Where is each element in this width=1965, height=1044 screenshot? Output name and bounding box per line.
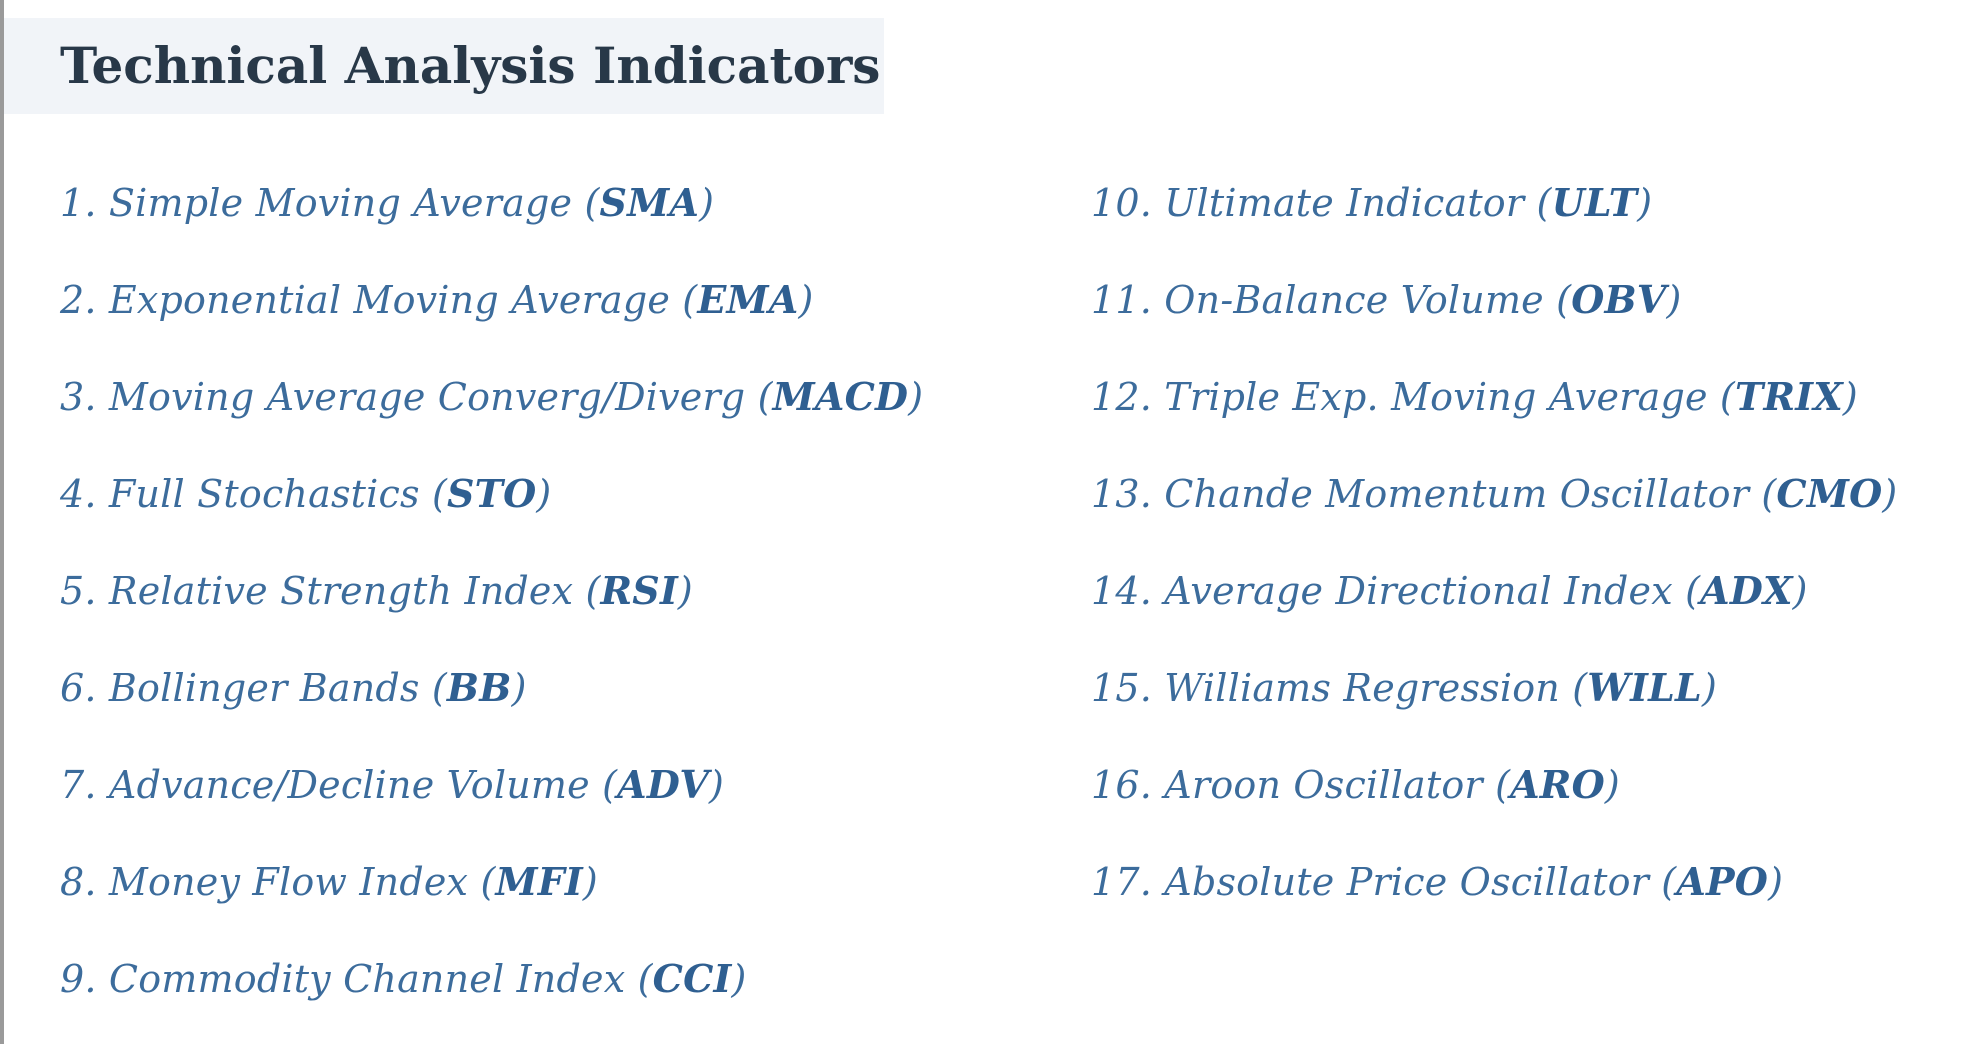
indicator-item: 7. Advance/Decline Volume (ADV) xyxy=(60,752,923,849)
indicator-name: 2. Exponential Moving Average ( xyxy=(60,278,698,322)
indicator-item: 9. Commodity Channel Index (CCI) xyxy=(60,946,923,1043)
indicator-name: 8. Money Flow Index ( xyxy=(60,860,496,904)
indicator-item: 3. Moving Average Converg/Diverg (MACD) xyxy=(60,364,923,461)
indicator-close: ) xyxy=(908,375,924,419)
indicator-name: 10. Ultimate Indicator ( xyxy=(1091,181,1552,225)
indicator-abbreviation: BB xyxy=(446,665,512,710)
indicator-item: 10. Ultimate Indicator (ULT) xyxy=(1091,170,1897,267)
indicator-close: ) xyxy=(699,181,715,225)
indicator-list-left: 1. Simple Moving Average (SMA) 2. Expone… xyxy=(60,170,923,1043)
indicator-close: ) xyxy=(1637,181,1653,225)
indicator-name: 9. Commodity Channel Index ( xyxy=(60,957,653,1001)
indicator-abbreviation: CCI xyxy=(652,956,732,1001)
indicator-abbreviation: MACD xyxy=(772,374,909,419)
indicator-abbreviation: ULT xyxy=(1551,180,1638,225)
indicator-abbreviation: ADV xyxy=(617,762,710,807)
indicator-close: ) xyxy=(709,763,725,807)
indicator-item: 8. Money Flow Index (MFI) xyxy=(60,849,923,946)
indicator-close: ) xyxy=(1768,860,1784,904)
indicator-name: 4. Full Stochastics ( xyxy=(60,472,447,516)
indicator-name: 13. Chande Momentum Oscillator ( xyxy=(1091,472,1777,516)
indicator-abbreviation: OBV xyxy=(1571,277,1667,322)
indicator-item: 14. Average Directional Index (ADX) xyxy=(1091,558,1897,655)
page-title: Technical Analysis Indicators xyxy=(60,36,881,95)
indicator-close: ) xyxy=(582,860,598,904)
indicator-item: 16. Aroon Oscillator (ARO) xyxy=(1091,752,1897,849)
indicator-abbreviation: STO xyxy=(446,471,537,516)
indicator-name: 17. Absolute Price Oscillator ( xyxy=(1091,860,1677,904)
indicator-abbreviation: WILL xyxy=(1587,665,1702,710)
indicator-item: 2. Exponential Moving Average (EMA) xyxy=(60,267,923,364)
indicator-item: 13. Chande Momentum Oscillator (CMO) xyxy=(1091,461,1897,558)
indicator-item: 5. Relative Strength Index (RSI) xyxy=(60,558,923,655)
indicator-name: 3. Moving Average Converg/Diverg ( xyxy=(60,375,773,419)
indicator-abbreviation: APO xyxy=(1676,859,1769,904)
indicator-name: 11. On-Balance Volume ( xyxy=(1091,278,1572,322)
indicator-name: 5. Relative Strength Index ( xyxy=(60,569,601,613)
indicator-list-right: 10. Ultimate Indicator (ULT) 11. On-Bala… xyxy=(1091,170,1897,946)
indicator-close: ) xyxy=(1604,763,1620,807)
indicator-item: 11. On-Balance Volume (OBV) xyxy=(1091,267,1897,364)
indicator-item: 6. Bollinger Bands (BB) xyxy=(60,655,923,752)
indicator-name: 7. Advance/Decline Volume ( xyxy=(60,763,618,807)
indicator-close: ) xyxy=(677,569,693,613)
title-band xyxy=(4,18,884,114)
indicator-name: 6. Bollinger Bands ( xyxy=(60,666,447,710)
indicator-close: ) xyxy=(731,957,747,1001)
left-border xyxy=(0,0,4,1044)
indicator-abbreviation: ADX xyxy=(1700,568,1793,613)
indicator-close: ) xyxy=(536,472,552,516)
indicator-close: ) xyxy=(798,278,814,322)
indicator-abbreviation: CMO xyxy=(1776,471,1883,516)
indicator-abbreviation: EMA xyxy=(697,277,799,322)
indicator-close: ) xyxy=(1701,666,1718,710)
indicator-abbreviation: SMA xyxy=(599,180,700,225)
indicator-abbreviation: MFI xyxy=(495,859,583,904)
indicator-item: 1. Simple Moving Average (SMA) xyxy=(60,170,923,267)
indicator-abbreviation: TRIX xyxy=(1734,374,1843,419)
indicator-item: 4. Full Stochastics (STO) xyxy=(60,461,923,558)
indicator-close: ) xyxy=(1666,278,1682,322)
indicator-name: 1. Simple Moving Average ( xyxy=(60,181,600,225)
indicator-close: ) xyxy=(1882,472,1898,516)
indicator-item: 15. Williams Regression (WILL) xyxy=(1091,655,1897,752)
indicator-name: 16. Aroon Oscillator ( xyxy=(1091,763,1511,807)
indicator-item: 12. Triple Exp. Moving Average (TRIX) xyxy=(1091,364,1897,461)
indicator-close: ) xyxy=(1792,569,1808,613)
indicator-item: 17. Absolute Price Oscillator (APO) xyxy=(1091,849,1897,946)
indicator-close: ) xyxy=(1842,375,1858,419)
indicator-abbreviation: ARO xyxy=(1510,762,1605,807)
indicator-name: 12. Triple Exp. Moving Average ( xyxy=(1091,375,1735,419)
indicator-abbreviation: RSI xyxy=(600,568,678,613)
indicator-close: ) xyxy=(511,666,527,710)
indicator-name: 15. Williams Regression ( xyxy=(1091,666,1588,710)
indicator-name: 14. Average Directional Index ( xyxy=(1091,569,1701,613)
